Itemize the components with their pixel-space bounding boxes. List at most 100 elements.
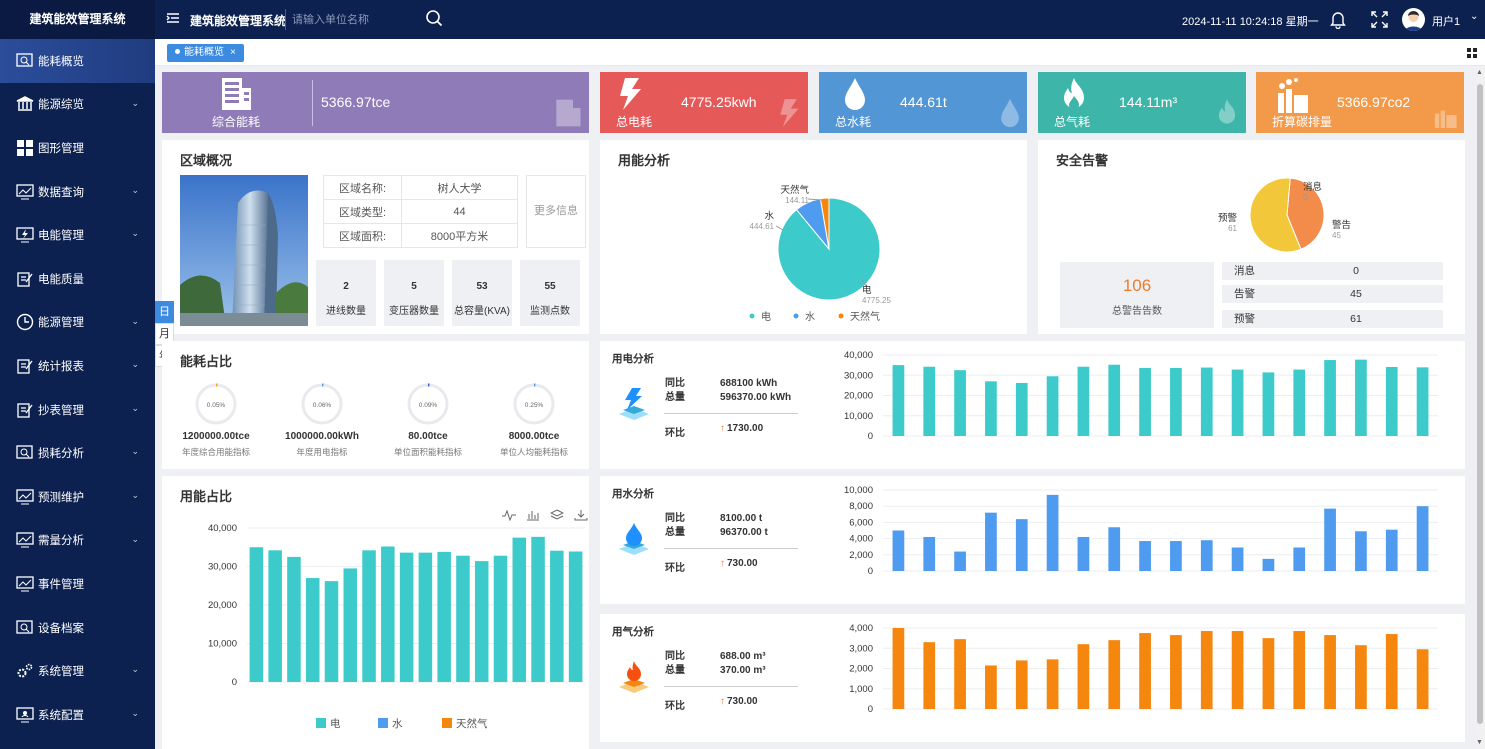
usage-bar[interactable] bbox=[512, 537, 527, 682]
water-bar[interactable] bbox=[1139, 541, 1151, 571]
water-bar[interactable] bbox=[1200, 540, 1213, 571]
electric-bar[interactable] bbox=[1170, 367, 1182, 436]
sidebar-item-1[interactable]: 能源综览 ⌄ bbox=[0, 83, 155, 127]
gas-bar[interactable] bbox=[1324, 635, 1336, 709]
gas-bar[interactable] bbox=[923, 642, 936, 709]
legend-label[interactable]: 天然气 bbox=[850, 310, 880, 323]
water-bar[interactable] bbox=[1046, 494, 1059, 571]
water-bar[interactable] bbox=[985, 512, 997, 571]
sidebar-item-12[interactable]: 事件管理 bbox=[0, 562, 155, 606]
bar-chart-icon[interactable] bbox=[526, 509, 540, 521]
usage-bar[interactable] bbox=[418, 552, 433, 682]
more-info-button[interactable]: 更多信息 bbox=[526, 175, 586, 248]
electric-bar[interactable] bbox=[954, 370, 966, 436]
usage-bar[interactable] bbox=[568, 551, 583, 682]
usage-bar[interactable] bbox=[531, 536, 545, 682]
water-bar[interactable] bbox=[1385, 529, 1398, 571]
usage-bar[interactable] bbox=[268, 550, 282, 682]
electric-bar[interactable] bbox=[1385, 366, 1398, 436]
usage-bar[interactable] bbox=[474, 561, 489, 682]
sidebar-item-5[interactable]: 电能质量 bbox=[0, 257, 155, 301]
avatar[interactable] bbox=[1402, 8, 1425, 31]
sidebar-item-0[interactable]: 能耗概览 bbox=[0, 39, 155, 83]
electric-bar[interactable] bbox=[1416, 367, 1429, 436]
gas-bar[interactable] bbox=[954, 639, 966, 709]
grid-icon[interactable] bbox=[1467, 47, 1477, 61]
water-bar[interactable] bbox=[1355, 531, 1367, 571]
water-bar[interactable] bbox=[1293, 547, 1306, 571]
gas-bar[interactable] bbox=[1385, 634, 1398, 709]
usage-bar[interactable] bbox=[437, 551, 451, 682]
scroll-up-arrow[interactable]: ▲ bbox=[1476, 69, 1483, 76]
sidebar-item-11[interactable]: 需量分析 ⌄ bbox=[0, 519, 155, 563]
legend-label[interactable]: 水 bbox=[392, 718, 403, 730]
period-day-button[interactable]: 日 bbox=[155, 301, 174, 323]
usage-bar[interactable] bbox=[343, 568, 358, 682]
gas-bar[interactable] bbox=[1046, 659, 1059, 709]
sidebar-item-13[interactable]: 设备档案 bbox=[0, 606, 155, 650]
electric-bar[interactable] bbox=[892, 365, 905, 436]
scrollbar[interactable]: ▲ ▼ bbox=[1475, 66, 1485, 749]
usage-bar[interactable] bbox=[456, 555, 470, 682]
chevron-down-icon[interactable]: ⌄ bbox=[1470, 11, 1479, 22]
gas-bar[interactable] bbox=[892, 628, 905, 709]
gas-bar[interactable] bbox=[1416, 649, 1429, 709]
gas-bar[interactable] bbox=[1170, 635, 1182, 709]
electric-bar[interactable] bbox=[1324, 360, 1336, 436]
water-bar[interactable] bbox=[892, 530, 905, 572]
fullscreen-icon[interactable] bbox=[1371, 11, 1388, 31]
usage-bar[interactable] bbox=[362, 550, 376, 682]
gas-bar[interactable] bbox=[1139, 633, 1151, 709]
legend-label[interactable]: 水 bbox=[805, 311, 815, 323]
electric-bar[interactable] bbox=[1015, 382, 1028, 436]
stack-icon[interactable] bbox=[550, 509, 564, 521]
water-bar[interactable] bbox=[1324, 508, 1336, 571]
sidebar-item-4[interactable]: 电能管理 ⌄ bbox=[0, 213, 155, 257]
search-input[interactable] bbox=[292, 9, 422, 30]
sidebar-item-7[interactable]: 统计报表 ⌄ bbox=[0, 344, 155, 388]
sidebar-item-10[interactable]: 预测维护 ⌄ bbox=[0, 475, 155, 519]
usage-bar[interactable] bbox=[249, 547, 264, 682]
legend-label[interactable]: 电 bbox=[330, 717, 341, 730]
tab-energy-overview[interactable]: 能耗概览 × bbox=[167, 44, 244, 62]
water-bar[interactable] bbox=[1077, 536, 1090, 571]
water-bar[interactable] bbox=[923, 536, 936, 571]
sidebar-item-2[interactable]: 图形管理 bbox=[0, 126, 155, 170]
electric-bar[interactable] bbox=[1139, 367, 1151, 436]
sidebar-item-6[interactable]: 能源管理 ⌄ bbox=[0, 301, 155, 345]
electric-bar[interactable] bbox=[1231, 369, 1244, 436]
electric-bar[interactable] bbox=[1355, 359, 1367, 436]
scroll-down-arrow[interactable]: ▼ bbox=[1476, 739, 1483, 746]
gas-bar[interactable] bbox=[985, 665, 997, 709]
electric-bar[interactable] bbox=[1200, 367, 1213, 436]
water-bar[interactable] bbox=[954, 551, 966, 571]
usage-bar[interactable] bbox=[493, 555, 508, 682]
menu-toggle-icon[interactable] bbox=[166, 11, 180, 28]
download-icon[interactable] bbox=[574, 509, 588, 521]
electric-bar[interactable] bbox=[1046, 376, 1059, 436]
close-icon[interactable]: × bbox=[230, 47, 236, 58]
legend-label[interactable]: 电 bbox=[761, 310, 771, 323]
gas-bar[interactable] bbox=[1231, 631, 1244, 709]
legend-label[interactable]: 天然气 bbox=[456, 717, 488, 730]
electric-bar[interactable] bbox=[1293, 369, 1306, 436]
electric-bar[interactable] bbox=[1108, 364, 1121, 436]
bell-icon[interactable] bbox=[1328, 9, 1348, 32]
scroll-thumb[interactable] bbox=[1477, 84, 1483, 724]
sidebar-item-8[interactable]: 抄表管理 ⌄ bbox=[0, 388, 155, 432]
gas-bar[interactable] bbox=[1015, 660, 1028, 709]
usage-bar[interactable] bbox=[324, 581, 339, 682]
gas-bar[interactable] bbox=[1077, 644, 1090, 709]
sidebar-item-9[interactable]: 损耗分析 ⌄ bbox=[0, 431, 155, 475]
usage-bar[interactable] bbox=[305, 578, 320, 682]
electric-bar[interactable] bbox=[985, 381, 997, 436]
username[interactable]: 用户1 bbox=[1432, 16, 1461, 28]
line-chart-icon[interactable] bbox=[502, 509, 516, 521]
electric-bar[interactable] bbox=[923, 366, 936, 436]
gas-bar[interactable] bbox=[1200, 631, 1213, 709]
usage-bar[interactable] bbox=[550, 550, 564, 682]
usage-bar[interactable] bbox=[399, 552, 414, 682]
alarm-slice[interactable] bbox=[1249, 177, 1302, 253]
electric-bar[interactable] bbox=[1262, 372, 1275, 436]
gas-bar[interactable] bbox=[1355, 645, 1367, 709]
